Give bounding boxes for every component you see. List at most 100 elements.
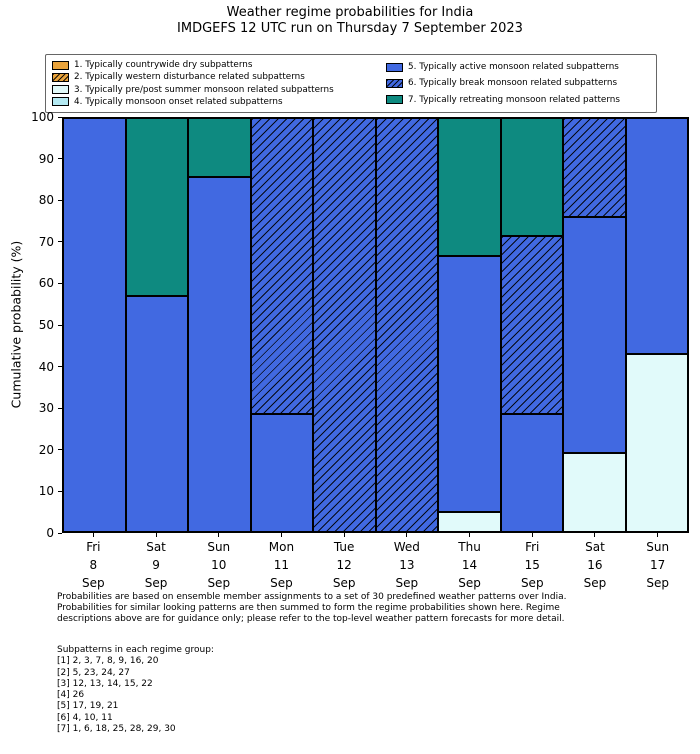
- y-tick-mark: [58, 158, 62, 160]
- y-tick-label: 100: [31, 110, 54, 124]
- bar-segment: [63, 118, 126, 532]
- legend-swatch: [52, 60, 69, 70]
- x-tick-label-line: Sep: [646, 576, 669, 590]
- subpattern-line: [4] 26: [57, 690, 85, 701]
- stacked-bar: [188, 118, 251, 532]
- x-tick-label: Mon 11 Sep: [250, 538, 312, 592]
- x-tick-label-line: 10: [211, 558, 227, 572]
- legend-item-label: 4. Typically monsoon onset related subpa…: [74, 96, 283, 107]
- y-tick-label: 70: [38, 234, 54, 249]
- x-tick-label-line: Sep: [520, 576, 544, 590]
- x-tick-label-line: Sun: [207, 540, 231, 554]
- legend-swatch: [386, 78, 403, 88]
- x-tick-label-line: Tue: [333, 540, 355, 554]
- stacked-bar: [125, 118, 188, 532]
- x-tick-label-line: 8: [89, 558, 98, 572]
- bar-segment: [625, 118, 688, 355]
- x-tick-label-line: Thu: [458, 540, 481, 554]
- legend-item-label: 7. Typically retreating monsoon related …: [408, 94, 620, 105]
- bar-segment: [125, 118, 188, 296]
- x-tick-mark: [155, 533, 157, 537]
- stacked-bar: [438, 118, 501, 532]
- subpattern-line: [7] 1, 6, 18, 25, 28, 29, 30: [57, 724, 176, 735]
- legend-item: 3. Typically pre/post summer monsoon rel…: [52, 85, 386, 95]
- x-tick-mark: [218, 533, 220, 537]
- y-tick-label: 10: [38, 484, 54, 499]
- footer-line: Probabilities are based on ensemble memb…: [57, 592, 567, 602]
- subpattern-line: [1] 2, 3, 7, 8, 9, 16, 20: [57, 656, 159, 667]
- y-tick-label: 60: [38, 276, 54, 291]
- y-tick-mark: [58, 532, 62, 534]
- bar-segment: [125, 295, 188, 532]
- y-tick-label: 90: [38, 151, 54, 166]
- x-tick-label-line: Sep: [458, 576, 481, 590]
- bar-segment: [188, 118, 251, 178]
- legend-swatch: [386, 62, 403, 72]
- x-tick-label-line: Fri: [86, 540, 101, 554]
- legend-item-label: 5. Typically active monsoon related subp…: [408, 62, 619, 73]
- bar-segment: [313, 118, 376, 532]
- x-tick-label-line: Sep: [270, 576, 293, 590]
- legend: 1. Typically countrywide dry subpatterns…: [45, 54, 657, 113]
- x-tick-label: Thu 14 Sep: [439, 538, 501, 592]
- subpattern-line: [6] 4, 10, 11: [57, 712, 113, 723]
- bar-segment: [500, 236, 563, 414]
- x-tick-label-line: 17: [650, 558, 666, 572]
- bar-segment: [563, 216, 626, 454]
- x-tick-label: Tue 12 Sep: [313, 538, 375, 592]
- x-tick-mark: [469, 533, 471, 537]
- x-tick-label-line: Sep: [583, 576, 607, 590]
- bar-segment: [438, 512, 501, 532]
- x-tick-mark: [343, 533, 345, 537]
- x-tick-label-line: Sep: [395, 576, 419, 590]
- x-tick-mark: [594, 533, 596, 537]
- x-tick-label: Sat 16 Sep: [564, 538, 626, 592]
- legend-column-right: 5. Typically active monsoon related subp…: [386, 59, 650, 108]
- bar-segment: [188, 177, 251, 532]
- x-tick-mark: [92, 533, 94, 537]
- x-tick-label: Sun 17 Sep: [627, 538, 689, 592]
- x-tick-label: Sat 9 Sep: [125, 538, 187, 592]
- legend-item: 6. Typically break monsoon related subpa…: [386, 78, 650, 88]
- plot-area: [62, 117, 689, 533]
- x-tick-label-line: Sep: [144, 576, 168, 590]
- x-tick-label-line: 12: [336, 558, 352, 572]
- footer-line: Probabilities for similar looking patter…: [57, 603, 560, 613]
- bar-segment: [250, 413, 313, 532]
- x-tick-label-line: 15: [524, 558, 540, 572]
- stacked-bar: [625, 118, 688, 532]
- legend-column-left: 1. Typically countrywide dry subpatterns…: [52, 59, 386, 108]
- bar-segment: [625, 354, 688, 532]
- chart-title: Weather regime probabilities for India: [226, 5, 474, 20]
- bar-segment: [500, 413, 563, 532]
- legend-item: 4. Typically monsoon onset related subpa…: [52, 97, 386, 107]
- subpattern-line: [3] 12, 13, 14, 15, 22: [57, 678, 153, 689]
- x-tick-label-line: Wed: [393, 540, 420, 554]
- y-tick-label: 50: [38, 318, 54, 332]
- y-tick-label: 40: [38, 359, 54, 374]
- x-tick-label: Wed 13 Sep: [376, 538, 438, 592]
- legend-swatch: [52, 72, 69, 82]
- x-tick-mark: [657, 533, 659, 537]
- y-tick-mark: [58, 449, 62, 451]
- x-tick-label-line: Sat: [585, 540, 605, 554]
- subpatterns-title: Subpatterns in each regime group:: [57, 645, 214, 655]
- y-tick-mark: [58, 366, 62, 368]
- x-tick-mark: [280, 533, 282, 537]
- legend-item: 5. Typically active monsoon related subp…: [386, 62, 650, 72]
- y-tick-label: 80: [38, 193, 54, 208]
- y-tick-mark: [58, 116, 62, 118]
- x-tick-label-line: 11: [273, 558, 290, 572]
- stacked-bar: [500, 118, 563, 532]
- stacked-bar: [313, 118, 376, 532]
- bar-segment: [438, 118, 501, 256]
- bar-segment: [500, 118, 563, 236]
- x-tick-label-line: 16: [587, 558, 603, 572]
- x-tick-mark: [406, 533, 408, 537]
- x-tick-label-line: Sat: [146, 540, 166, 554]
- footer-note: Probabilities are based on ensemble memb…: [57, 592, 667, 625]
- x-tick-label-line: Mon: [268, 540, 295, 554]
- legend-item-label: 2. Typically western disturbance related…: [74, 72, 305, 83]
- legend-item-label: 3. Typically pre/post summer monsoon rel…: [74, 84, 334, 95]
